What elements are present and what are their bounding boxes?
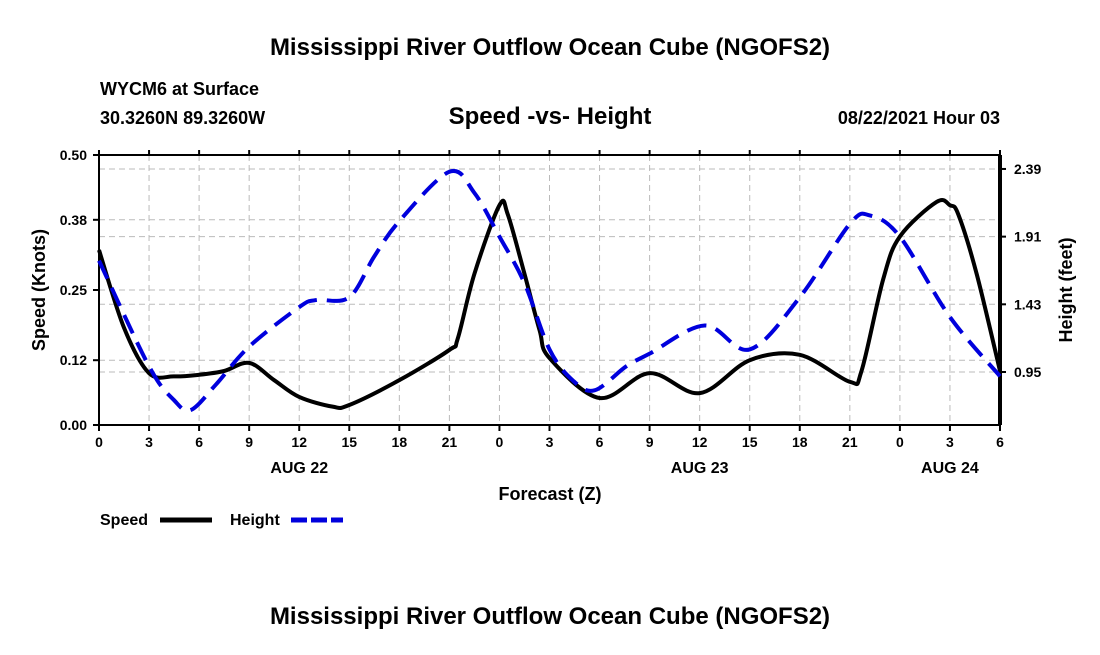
main-title: Mississippi River Outflow Ocean Cube (NG… bbox=[270, 34, 830, 61]
x-tick-label: 0 bbox=[95, 434, 103, 450]
y-tick-label: 0.25 bbox=[60, 282, 87, 298]
legend-height-label: Height bbox=[230, 512, 280, 529]
axes: 0 3 6 9 12 15 18 21 0 3 6 9 12 15 18 21 0 3 6 AUG 22 AUG 23 A… bbox=[60, 147, 1042, 477]
x-tick-label: 9 bbox=[646, 434, 654, 450]
date-label: AUG 24 bbox=[921, 460, 979, 477]
chart-subtitle: Speed -vs- Height bbox=[449, 103, 652, 130]
x-tick-label: 3 bbox=[145, 434, 153, 450]
y2-tick-label: 1.91 bbox=[1014, 229, 1041, 245]
x-tick-label: 12 bbox=[692, 434, 708, 450]
x-tick-label: 18 bbox=[392, 434, 408, 450]
x-tick-label: 3 bbox=[546, 434, 554, 450]
y2-tick-label: 2.39 bbox=[1014, 161, 1041, 177]
x-tick-label: 21 bbox=[442, 434, 458, 450]
y2-axis-label: Height (feet) bbox=[1056, 238, 1076, 343]
footer-title: Mississippi River Outflow Ocean Cube (NG… bbox=[270, 603, 830, 630]
station-label: WYCM6 at Surface bbox=[100, 79, 259, 99]
x-tick-label: 0 bbox=[896, 434, 904, 450]
grid bbox=[99, 155, 1000, 425]
series bbox=[97, 168, 1002, 413]
x-tick-label: 15 bbox=[742, 434, 758, 450]
y-tick-label: 0.00 bbox=[60, 417, 87, 433]
date-label: AUG 22 bbox=[270, 460, 328, 477]
legend: Speed Height bbox=[100, 512, 343, 529]
x-tick-label: 3 bbox=[946, 434, 954, 450]
y-axis-label: Speed (Knots) bbox=[29, 229, 49, 351]
height-line bbox=[97, 168, 1002, 413]
x-tick-label: 6 bbox=[596, 434, 604, 450]
x-tick-label: 12 bbox=[291, 434, 307, 450]
datetime-label: 08/22/2021 Hour 03 bbox=[838, 108, 1000, 128]
x-tick-label: 0 bbox=[496, 434, 504, 450]
x-tick-label: 6 bbox=[996, 434, 1004, 450]
y-tick-label: 0.12 bbox=[60, 352, 87, 368]
speed-line bbox=[97, 198, 1002, 410]
x-tick-label: 15 bbox=[341, 434, 357, 450]
y2-tick-label: 0.95 bbox=[1014, 364, 1041, 380]
date-label: AUG 23 bbox=[671, 460, 729, 477]
x-tick-label: 9 bbox=[245, 434, 253, 450]
x-axis-label: Forecast (Z) bbox=[498, 484, 601, 504]
x-tick-label: 6 bbox=[195, 434, 203, 450]
y-tick-label: 0.50 bbox=[60, 147, 87, 163]
coords-label: 30.3260N 89.3260W bbox=[100, 108, 265, 128]
x-tick-label: 21 bbox=[842, 434, 858, 450]
y-tick-label: 0.38 bbox=[60, 212, 87, 228]
legend-speed-label: Speed bbox=[100, 512, 148, 529]
x-tick-label: 18 bbox=[792, 434, 808, 450]
y2-tick-label: 1.43 bbox=[1014, 296, 1041, 312]
